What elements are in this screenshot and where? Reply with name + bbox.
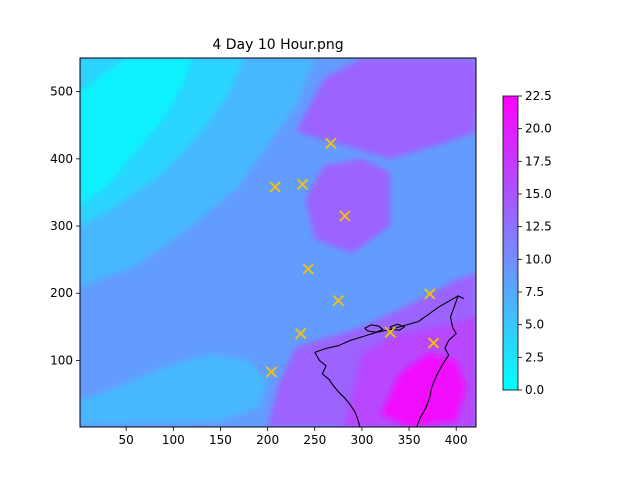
y-tick-label: 300	[50, 219, 73, 233]
colorbar-tick-label: 7.5	[525, 285, 544, 299]
field-region	[80, 58, 193, 206]
colorbar: 0.0 2.5 5.0 7.5 10.0 12.5 15.0 17.5 20.0 22.5	[502, 89, 552, 397]
plot-area	[79, 57, 477, 428]
field-region	[409, 71, 476, 132]
colorbar-tick-label: 15.0	[525, 187, 552, 201]
marker-point	[384, 326, 396, 338]
marker-point	[294, 327, 307, 340]
coastline-segment	[314, 295, 464, 353]
x-tick-label: 50	[119, 433, 134, 447]
x-tick-label: 100	[162, 433, 185, 447]
colorbar-tick-label: 0.0	[525, 383, 544, 397]
coastline-segment	[416, 295, 459, 427]
chart-title: 4 Day 10 Hour.png	[212, 37, 343, 53]
y-tick-label: 400	[50, 152, 73, 166]
colorbar-tick-label: 12.5	[525, 220, 552, 234]
field-region	[295, 58, 476, 159]
y-tick-label: 100	[50, 353, 73, 367]
plot-frame	[79, 57, 477, 428]
marker-point	[302, 263, 314, 275]
x-tick-label: 200	[256, 433, 279, 447]
colorbar-tick-label: 2.5	[525, 350, 544, 364]
marker-point	[269, 181, 281, 193]
marker-point	[427, 337, 440, 349]
field-region	[80, 353, 268, 425]
colorbar-tick-label: 20.0	[525, 122, 552, 136]
marker-point	[265, 366, 278, 378]
marker-point	[296, 178, 309, 190]
x-tick-label: 350	[398, 433, 421, 447]
coastline-segment	[314, 352, 361, 427]
coastline-segment	[364, 324, 384, 333]
field-region	[380, 353, 466, 427]
colorbar-tick-label: 22.5	[525, 89, 552, 103]
heatmap-field	[80, 58, 476, 427]
marker-layer	[265, 137, 440, 378]
marker-point	[332, 295, 344, 307]
x-tick-label: 250	[303, 433, 326, 447]
x-tick-label: 150	[209, 433, 232, 447]
x-axis: 50 100 150 200 250 300 350 400	[119, 427, 468, 447]
marker-point	[339, 210, 351, 222]
colorbar-gradient	[502, 95, 519, 391]
colorbar-ticks: 0.0 2.5 5.0 7.5 10.0 12.5 15.0 17.5 20.0 22.5	[518, 89, 552, 397]
marker-point	[424, 288, 436, 300]
y-tick-label: 500	[50, 85, 73, 99]
x-tick-label: 400	[445, 433, 468, 447]
field-region	[305, 158, 391, 253]
colorbar-tick-label: 17.5	[525, 154, 552, 168]
x-tick-label: 300	[350, 433, 373, 447]
y-tick-label: 200	[50, 286, 73, 300]
colorbar-tick-label: 10.0	[525, 252, 552, 266]
colorbar-tick-label: 5.0	[525, 318, 544, 332]
y-axis: 100 200 300 400 500	[50, 85, 80, 367]
marker-point	[325, 137, 337, 149]
coastline-segment	[389, 323, 406, 331]
coastline	[314, 295, 464, 427]
